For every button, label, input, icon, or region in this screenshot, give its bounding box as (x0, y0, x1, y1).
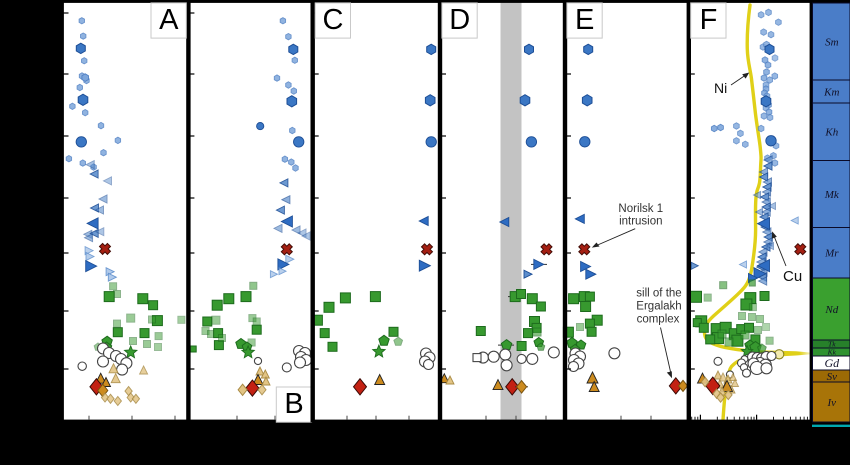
svg-text:F: F (700, 4, 718, 36)
svg-text:Ergalakh: Ergalakh (636, 301, 681, 313)
svg-text:Nd: Nd (824, 304, 838, 316)
svg-text:Sv: Sv (827, 371, 838, 383)
svg-text:Gd: Gd (824, 356, 840, 370)
svg-text:Iv: Iv (827, 397, 837, 409)
svg-text:Ni: Ni (714, 80, 727, 96)
svg-text:Cu: Cu (783, 268, 802, 285)
svg-text:Km: Km (823, 86, 839, 98)
svg-text:Norilsk 1: Norilsk 1 (618, 203, 663, 215)
svg-text:Mr: Mr (824, 248, 839, 260)
svg-text:A: A (159, 4, 179, 36)
svg-text:Kh: Kh (824, 127, 838, 139)
svg-text:Sm: Sm (825, 36, 839, 48)
svg-text:E: E (575, 4, 594, 36)
svg-text:complex: complex (637, 314, 680, 326)
svg-text:D: D (449, 4, 470, 36)
svg-text:intrusion: intrusion (619, 216, 662, 228)
svg-text:Kk: Kk (827, 348, 837, 357)
svg-text:B: B (284, 388, 303, 420)
svg-text:Mk: Mk (824, 189, 840, 201)
svg-text:C: C (323, 4, 344, 36)
svg-text:sill of the: sill of the (636, 288, 681, 300)
svg-text:Tk: Tk (828, 340, 836, 349)
